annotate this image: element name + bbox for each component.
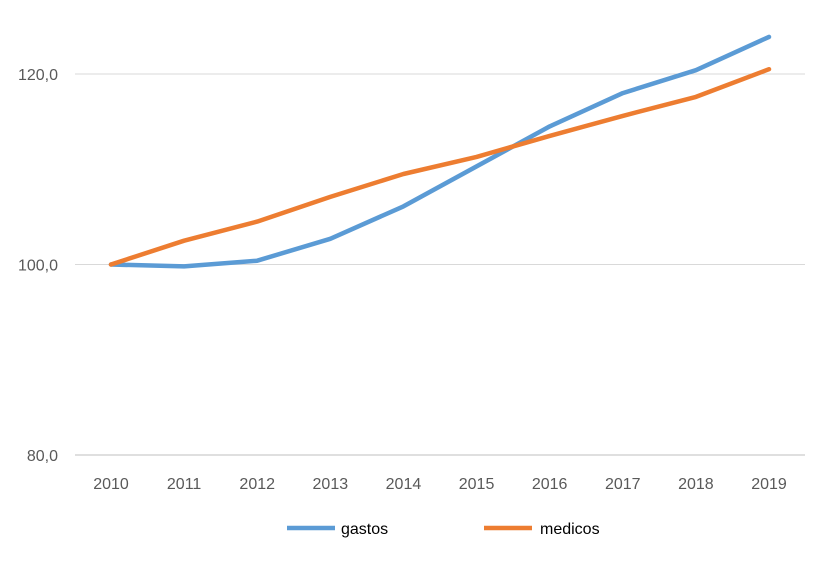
x-tick-label: 2014 (386, 476, 422, 493)
legend-label-gastos: gastos (341, 521, 388, 538)
x-tick-label: 2017 (605, 476, 641, 493)
x-tick-label: 2018 (678, 476, 714, 493)
y-tick-label: 100,0 (18, 258, 58, 275)
legend-label-medicos: medicos (540, 521, 600, 538)
x-tick-label: 2013 (313, 476, 349, 493)
x-tick-label: 2016 (532, 476, 568, 493)
x-axis-ticks: 2010 2011 2012 2013 2014 2015 2016 2017 … (93, 476, 787, 493)
x-tick-label: 2011 (167, 476, 202, 493)
y-axis-ticks: 80,0 100,0 120,0 (18, 67, 58, 465)
legend: gastos medicos (287, 521, 600, 538)
series-lines (108, 34, 772, 269)
y-tick-label: 80,0 (27, 448, 58, 465)
x-tick-label: 2012 (239, 476, 275, 493)
x-tick-label: 2019 (751, 476, 787, 493)
series-line-medicos (108, 66, 772, 267)
x-tick-label: 2010 (93, 476, 129, 493)
x-tick-label: 2015 (459, 476, 495, 493)
series-line-gastos (108, 34, 772, 269)
y-tick-label: 120,0 (18, 67, 58, 84)
